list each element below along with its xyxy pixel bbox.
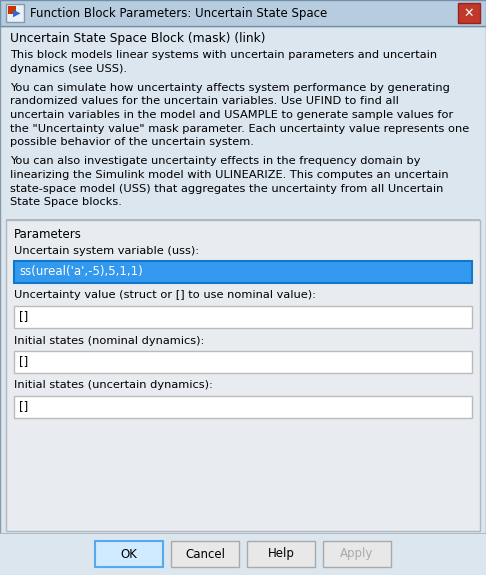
Bar [14, 351, 472, 373]
Text: uncertain variables in the model and USAMPLE to generate sample values for: uncertain variables in the model and USA… [10, 110, 453, 120]
Bar [6, 4, 24, 22]
Text: randomized values for the uncertain variables. Use UFIND to find all: randomized values for the uncertain vari… [10, 97, 399, 106]
Bar [14, 396, 472, 417]
Text: Initial states (uncertain dynamics):: Initial states (uncertain dynamics): [14, 381, 213, 390]
Text: This block models linear systems with uncertain parameters and uncertain: This block models linear systems with un… [10, 50, 437, 60]
Bar [0, 533, 486, 534]
Text: You can simulate how uncertainty affects system performance by generating: You can simulate how uncertainty affects… [10, 83, 450, 93]
Text: the "Uncertainty value" mask parameter. Each uncertainty value represents one: the "Uncertainty value" mask parameter. … [10, 124, 469, 133]
Text: Cancel: Cancel [185, 547, 225, 561]
Text: []: [] [19, 401, 28, 413]
Text: state-space model (USS) that aggregates the uncertainty from all Uncertain: state-space model (USS) that aggregates … [10, 183, 443, 194]
Text: Parameters: Parameters [14, 228, 82, 240]
Text: dynamics (see USS).: dynamics (see USS). [10, 63, 127, 74]
Bar [6, 220, 480, 531]
Text: Function Block Parameters: Uncertain State Space: Function Block Parameters: Uncertain Sta… [30, 7, 327, 20]
Text: Help: Help [268, 547, 295, 561]
Text: []: [] [19, 355, 28, 369]
Bar [95, 541, 163, 567]
Text: possible behavior of the uncertain system.: possible behavior of the uncertain syste… [10, 137, 254, 147]
Bar [0, 0, 486, 26]
Text: OK: OK [121, 547, 138, 561]
Text: Uncertain State Space Block (mask) (link): Uncertain State Space Block (mask) (link… [10, 32, 265, 45]
Text: ✕: ✕ [464, 6, 474, 20]
Bar [8, 6, 16, 14]
Bar [323, 541, 391, 567]
Bar [0, 533, 486, 575]
Bar [14, 305, 472, 328]
Text: You can also investigate uncertainty effects in the frequency domain by: You can also investigate uncertainty eff… [10, 156, 420, 167]
Text: linearizing the Simulink model with ULINEARIZE. This computes an uncertain: linearizing the Simulink model with ULIN… [10, 170, 449, 180]
Text: ▶: ▶ [14, 8, 21, 18]
Text: State Space blocks.: State Space blocks. [10, 197, 122, 207]
Text: Initial states (nominal dynamics):: Initial states (nominal dynamics): [14, 335, 205, 346]
Bar [6, 218, 480, 220]
Bar [14, 260, 472, 282]
Bar [171, 541, 239, 567]
Bar [458, 3, 480, 23]
Text: Uncertainty value (struct or [] to use nominal value):: Uncertainty value (struct or [] to use n… [14, 290, 316, 301]
Text: []: [] [19, 310, 28, 324]
Text: Uncertain system variable (uss):: Uncertain system variable (uss): [14, 246, 199, 255]
Text: ss(ureal('a',-5),5,1,1): ss(ureal('a',-5),5,1,1) [19, 266, 143, 278]
Bar [247, 541, 315, 567]
Text: Apply: Apply [340, 547, 374, 561]
